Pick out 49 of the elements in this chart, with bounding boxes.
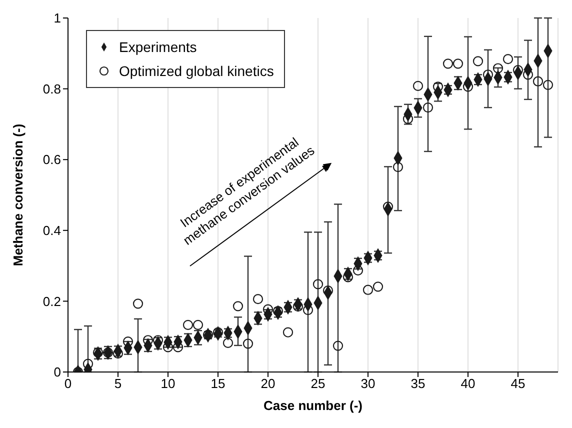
point bbox=[252, 294, 264, 304]
point bbox=[442, 58, 454, 69]
point bbox=[512, 64, 524, 76]
point bbox=[392, 162, 404, 172]
point bbox=[532, 76, 544, 86]
x-tick-label: 25 bbox=[310, 376, 326, 392]
x-tick-label: 20 bbox=[260, 376, 276, 392]
point bbox=[282, 327, 294, 338]
y-tick-label: 0.4 bbox=[42, 223, 61, 238]
point bbox=[542, 80, 554, 90]
x-tick-label: 30 bbox=[360, 376, 376, 392]
x-tick-label: 40 bbox=[460, 376, 476, 392]
point bbox=[322, 286, 334, 296]
point bbox=[412, 80, 424, 92]
point bbox=[492, 63, 504, 74]
x-tick-label: 35 bbox=[410, 376, 426, 392]
point bbox=[502, 54, 514, 64]
point bbox=[482, 70, 494, 80]
y-tick-label: 1 bbox=[54, 10, 61, 26]
y-tick-label: 0.8 bbox=[42, 81, 61, 96]
legend-label: Optimized global kinetics bbox=[119, 62, 274, 81]
x-tick-label: 15 bbox=[210, 376, 226, 392]
point bbox=[472, 56, 484, 66]
point bbox=[182, 320, 194, 330]
point bbox=[242, 338, 254, 349]
point bbox=[402, 114, 414, 124]
point bbox=[132, 298, 144, 309]
point bbox=[232, 301, 244, 312]
x-tick-label: 45 bbox=[510, 376, 526, 392]
point bbox=[332, 340, 344, 351]
y-tick-label: 0.6 bbox=[42, 152, 61, 168]
point bbox=[422, 102, 434, 113]
x-tick-label: 10 bbox=[160, 376, 176, 392]
y-tick-label: 0 bbox=[54, 364, 61, 380]
point bbox=[362, 284, 374, 295]
legend-label: Experiments bbox=[119, 38, 197, 57]
point bbox=[302, 304, 314, 316]
point bbox=[312, 279, 324, 290]
point bbox=[82, 358, 94, 369]
point bbox=[522, 70, 534, 80]
point bbox=[122, 336, 134, 347]
point bbox=[372, 282, 384, 292]
point bbox=[452, 58, 464, 69]
point bbox=[382, 202, 394, 212]
y-tick-label: 0.2 bbox=[42, 294, 61, 309]
x-tick-label: 0 bbox=[64, 376, 72, 392]
x-axis-title: Case number (-) bbox=[264, 398, 362, 413]
x-tick-label: 5 bbox=[114, 376, 122, 392]
y-axis-title: Methane conversion (-) bbox=[10, 124, 26, 266]
